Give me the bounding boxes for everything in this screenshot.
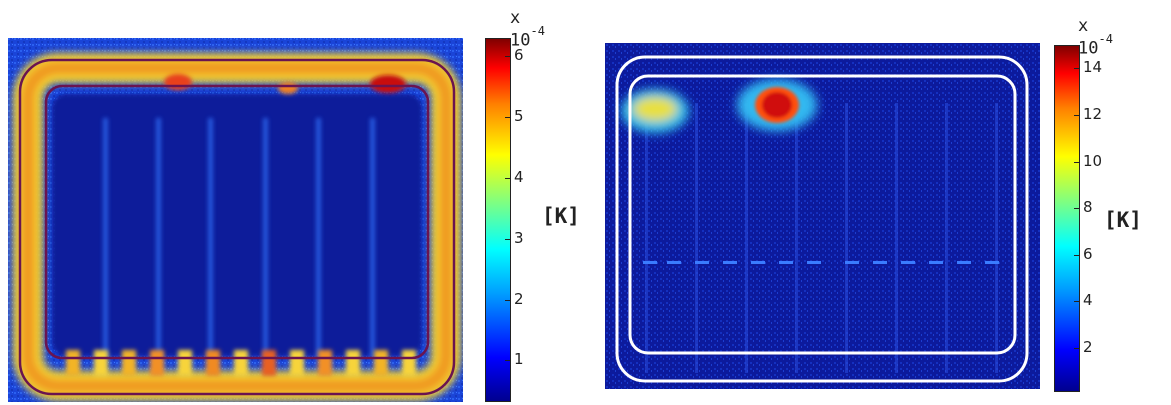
colorbar-tick-label: 5 — [514, 107, 524, 126]
left-thermal-svg — [8, 38, 463, 402]
right-colorbar-exponent: x 10-4 — [1078, 16, 1113, 59]
left-colorbar — [485, 38, 511, 402]
colorbar-tick-label: 4 — [514, 167, 524, 186]
left-colorbar-unit: [K] — [542, 204, 580, 228]
right-thermal-svg — [605, 43, 1040, 389]
right-thermal-map — [605, 43, 1040, 389]
colorbar-tick-mark — [1074, 301, 1079, 303]
colorbar-tick-mark — [1074, 114, 1079, 116]
colorbar-tick-mark — [1074, 161, 1079, 163]
colorbar-tick-label: 2 — [514, 289, 524, 308]
colorbar-tick-label: 12 — [1083, 104, 1103, 123]
colorbar-tick-label: 4 — [1083, 291, 1093, 310]
colorbar-tick-label: 6 — [514, 46, 524, 65]
right-colorbar — [1054, 45, 1080, 392]
colorbar-tick-label: 14 — [1083, 58, 1103, 77]
colorbar-tick-label: 8 — [1083, 198, 1093, 217]
colorbar-tick-mark — [1074, 208, 1079, 210]
left-colorbar-exponent: x 10-4 — [510, 8, 545, 51]
colorbar-tick-label: 3 — [514, 228, 524, 247]
colorbar-tick-mark — [1074, 348, 1079, 350]
colorbar-tick-mark — [505, 299, 510, 301]
colorbar-tick-label: 10 — [1083, 151, 1103, 170]
colorbar-tick-mark — [505, 360, 510, 362]
colorbar-tick-mark — [505, 56, 510, 58]
colorbar-tick-mark — [505, 238, 510, 240]
right-colorbar-unit: [K] — [1104, 208, 1142, 232]
colorbar-tick-label: 1 — [514, 350, 524, 369]
colorbar-tick-mark — [1074, 68, 1079, 70]
colorbar-tick-mark — [505, 177, 510, 179]
colorbar-tick-mark — [505, 117, 510, 119]
colorbar-tick-label: 2 — [1083, 338, 1093, 357]
colorbar-tick-label: 6 — [1083, 244, 1093, 263]
left-thermal-map — [8, 38, 463, 402]
colorbar-tick-mark — [1074, 254, 1079, 256]
